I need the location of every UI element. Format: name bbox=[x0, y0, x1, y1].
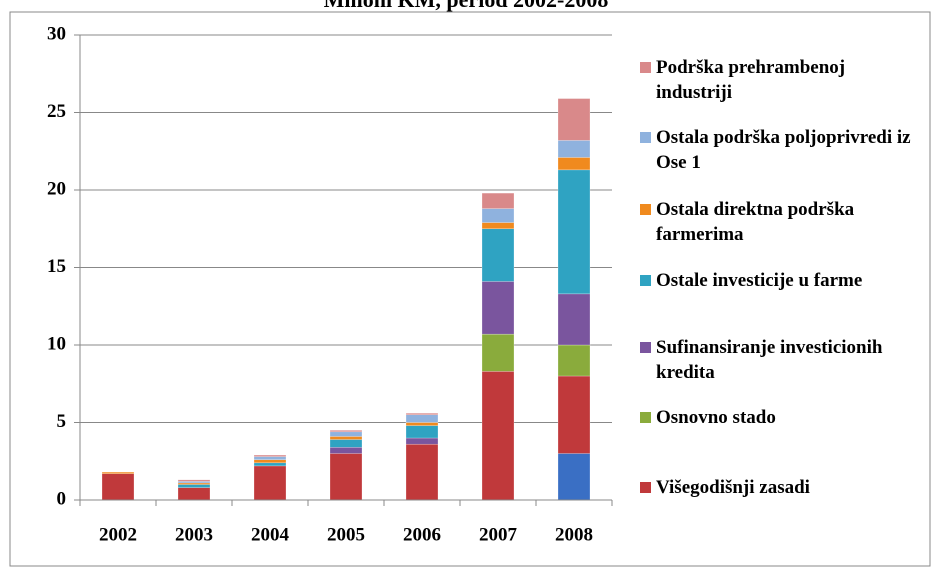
x-tick-label: 2002 bbox=[99, 524, 137, 545]
bar-segment bbox=[481, 281, 515, 335]
bar-segment bbox=[329, 431, 363, 437]
y-tick-label: 10 bbox=[47, 333, 66, 354]
bar-segment bbox=[405, 425, 439, 439]
y-tick-label: 25 bbox=[47, 101, 66, 122]
bar-segment bbox=[557, 169, 591, 295]
bar-segment bbox=[253, 465, 287, 501]
bar-segment bbox=[253, 456, 287, 460]
legend-label: Ostale investicije u farme bbox=[656, 270, 863, 291]
bar-segment bbox=[329, 430, 363, 433]
y-tick-label: 15 bbox=[47, 256, 66, 277]
bar-segment bbox=[101, 473, 135, 501]
bar-segment bbox=[177, 484, 211, 488]
legend-swatch bbox=[640, 132, 651, 143]
x-tick-label: 2006 bbox=[403, 524, 441, 545]
legend-swatch bbox=[640, 204, 651, 215]
legend-item: Podrška prehrambenoj industriji bbox=[640, 55, 925, 105]
legend-label: Osnovno stado bbox=[656, 407, 776, 428]
y-tick-label: 5 bbox=[57, 411, 67, 432]
y-tick-label: 0 bbox=[57, 488, 67, 509]
x-tick-label: 2007 bbox=[479, 524, 518, 545]
bar-segment bbox=[481, 192, 515, 209]
legend-item: Osnovno stado bbox=[640, 405, 925, 430]
legend-item: Sufinansiranje investicionih kredita bbox=[640, 335, 925, 385]
legend-label: Podrška prehrambenoj industriji bbox=[656, 57, 846, 103]
bar-segment bbox=[557, 140, 591, 158]
x-tick-label: 2005 bbox=[327, 524, 365, 545]
bar-segment bbox=[481, 222, 515, 230]
bar-segment bbox=[405, 422, 439, 426]
legend-item: Ostale investicije u farme bbox=[640, 268, 925, 293]
bar-segment bbox=[557, 344, 591, 377]
y-tick-label: 20 bbox=[47, 178, 66, 199]
chart-title: Milioni KM, period 2002-2008 bbox=[324, 0, 609, 12]
legend-label: Ostala direktna podrška farmerima bbox=[656, 199, 855, 245]
bar-segment bbox=[253, 459, 287, 464]
bar-segment bbox=[557, 98, 591, 141]
bar-segment bbox=[253, 462, 287, 467]
bar-segment bbox=[101, 471, 135, 474]
chart-border bbox=[9, 11, 931, 567]
bar-segment bbox=[405, 443, 439, 501]
bar-segment bbox=[329, 447, 363, 454]
bar-segment bbox=[405, 414, 439, 423]
legend-item: Višegodišnji zasadi bbox=[640, 475, 925, 500]
legend-swatch bbox=[640, 412, 651, 423]
legend-item: Ostala direktna podrška farmerima bbox=[640, 197, 925, 247]
bar-segment bbox=[557, 157, 591, 171]
bar-segment bbox=[481, 371, 515, 501]
bar-segment bbox=[253, 454, 287, 457]
x-tick-label: 2008 bbox=[555, 524, 593, 545]
legend-swatch bbox=[640, 275, 651, 286]
legend-swatch bbox=[640, 342, 651, 353]
legend-item: Ostala podrška poljoprivredi iz Ose 1 bbox=[640, 125, 925, 175]
legend-swatch bbox=[640, 482, 651, 493]
bar-segment bbox=[329, 453, 363, 501]
legend-label: Višegodišnji zasadi bbox=[656, 477, 810, 498]
y-tick-label: 30 bbox=[47, 23, 66, 44]
x-tick-label: 2004 bbox=[251, 524, 290, 545]
bar-segment bbox=[405, 437, 439, 445]
bar-segment bbox=[481, 333, 515, 372]
bar-segment bbox=[329, 436, 363, 440]
legend-swatch bbox=[640, 62, 651, 73]
bar-segment bbox=[329, 439, 363, 448]
legend-label: Sufinansiranje investicionih kredita bbox=[656, 337, 883, 383]
bar-segment bbox=[177, 479, 211, 482]
bar-segment bbox=[557, 453, 591, 501]
bar-segment bbox=[405, 412, 439, 416]
bar-segment bbox=[557, 375, 591, 454]
bar-segment bbox=[557, 293, 591, 346]
bar-segment bbox=[481, 228, 515, 282]
bar-segment bbox=[177, 487, 211, 501]
legend-label: Ostala podrška poljoprivredi iz Ose 1 bbox=[656, 127, 911, 173]
bar-segment bbox=[481, 208, 515, 223]
x-tick-label: 2003 bbox=[175, 524, 213, 545]
